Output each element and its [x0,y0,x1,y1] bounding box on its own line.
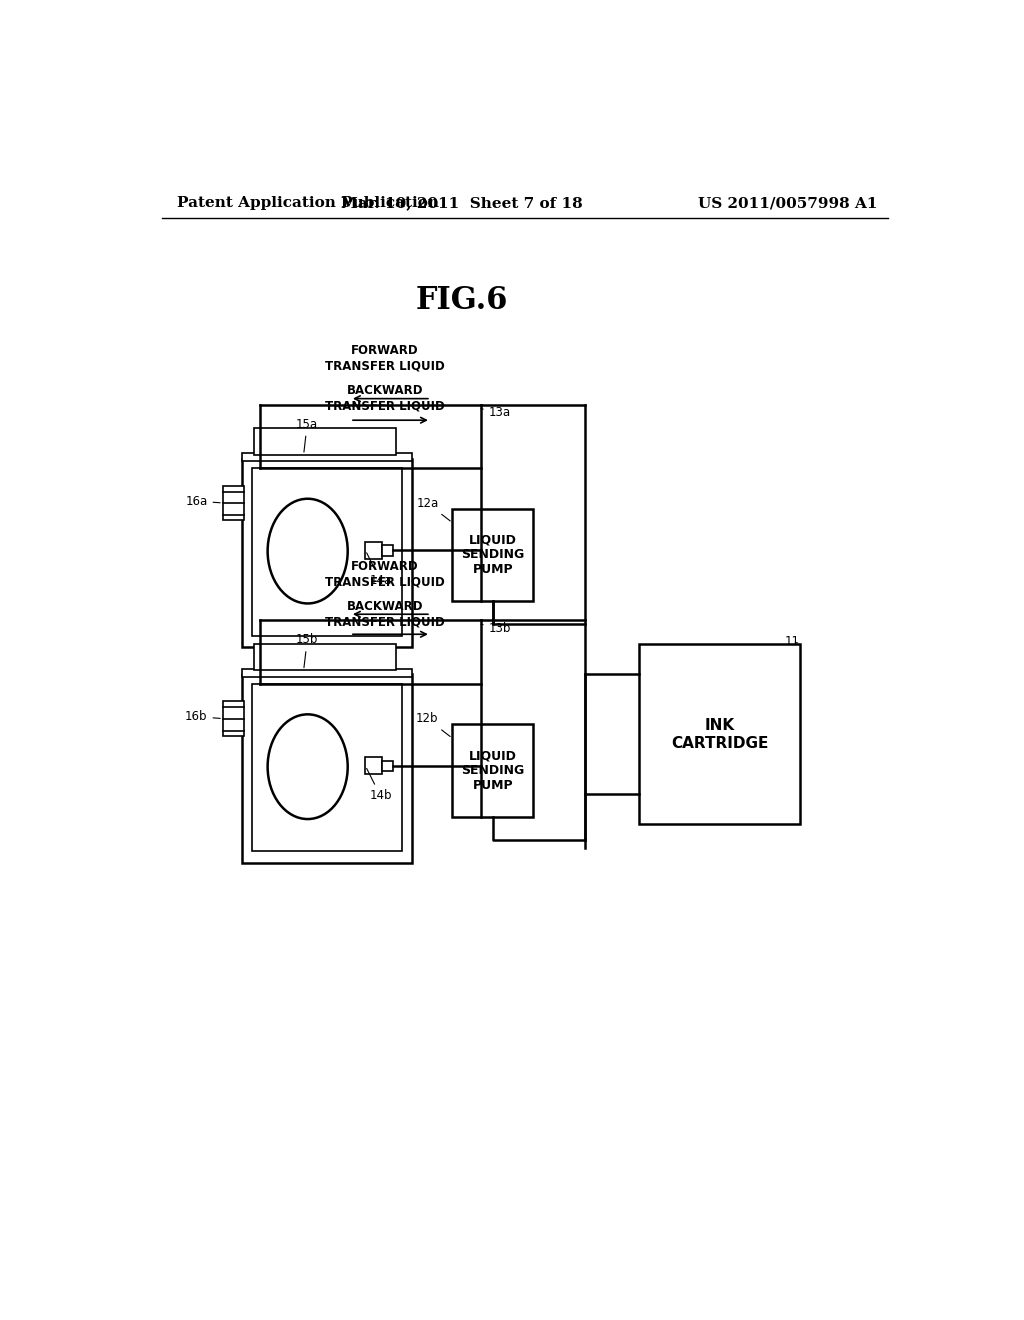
Bar [252,684,402,851]
Text: 14a: 14a [367,553,391,587]
Bar [243,669,412,677]
Bar [382,760,393,771]
Text: 13b: 13b [481,622,511,635]
Bar [639,644,801,825]
Ellipse shape [267,499,348,603]
Text: 16b: 16b [185,710,220,723]
Bar [243,459,412,647]
Bar [254,644,396,671]
Bar [453,508,534,601]
Text: 15a: 15a [296,417,318,451]
Text: 15b: 15b [296,634,318,668]
Text: FORWARD
TRANSFER LIQUID: FORWARD TRANSFER LIQUID [325,560,444,589]
Text: FIG.6: FIG.6 [416,285,508,317]
Text: FORWARD
TRANSFER LIQUID: FORWARD TRANSFER LIQUID [325,345,444,372]
Text: Mar. 10, 2011  Sheet 7 of 18: Mar. 10, 2011 Sheet 7 of 18 [341,197,583,210]
Bar [366,543,382,558]
Text: INK
CARTRIDGE: INK CARTRIDGE [671,718,768,751]
Text: 12b: 12b [416,713,451,737]
Bar [254,428,396,455]
Text: Patent Application Publication: Patent Application Publication [177,197,438,210]
Bar [243,453,412,461]
Bar [243,675,412,863]
Text: LIQUID
SENDING
PUMP: LIQUID SENDING PUMP [461,748,524,792]
Bar [382,545,393,556]
Text: 12a: 12a [417,496,451,521]
Bar [453,725,534,817]
Text: BACKWARD
TRANSFER LIQUID: BACKWARD TRANSFER LIQUID [325,384,444,412]
Bar [223,486,244,520]
Ellipse shape [267,714,348,818]
Text: BACKWARD
TRANSFER LIQUID: BACKWARD TRANSFER LIQUID [325,601,444,628]
Bar [366,758,382,775]
Text: US 2011/0057998 A1: US 2011/0057998 A1 [698,197,878,210]
Text: 16a: 16a [185,495,220,508]
Bar [223,701,244,737]
Text: 11: 11 [785,635,800,648]
Text: LIQUID
SENDING
PUMP: LIQUID SENDING PUMP [461,533,524,577]
Text: 14b: 14b [367,768,392,803]
Text: 13a: 13a [481,407,511,418]
Bar [252,469,402,636]
